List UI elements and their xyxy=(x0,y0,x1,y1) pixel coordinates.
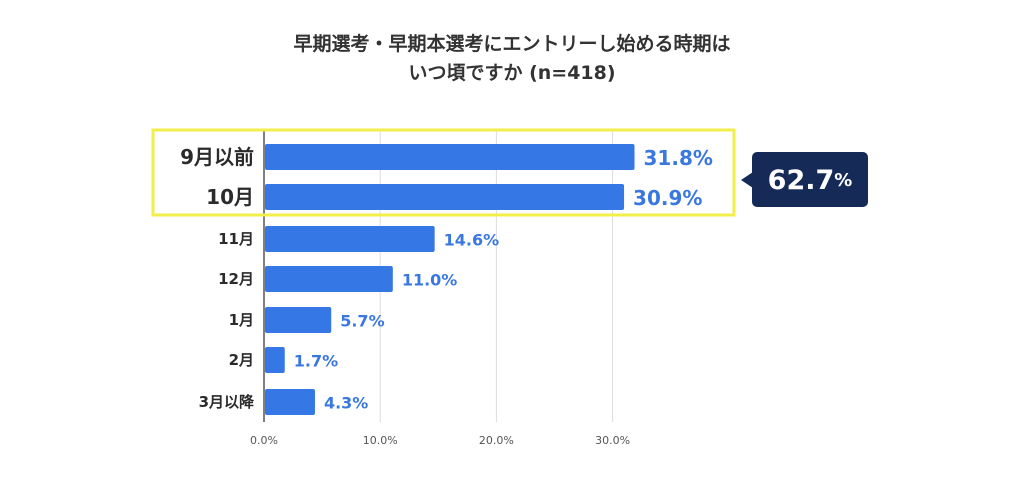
category-label: 1月 xyxy=(229,311,254,329)
highlight-box xyxy=(151,128,736,217)
bar xyxy=(265,307,332,333)
x-tick-label: 0.0% xyxy=(250,434,278,447)
callout-total: 62.7% xyxy=(768,165,853,196)
x-tick-label: 20.0% xyxy=(479,434,514,447)
category-label: 3月以降 xyxy=(199,393,255,411)
bar xyxy=(265,347,285,373)
value-label: 1.7% xyxy=(294,352,338,371)
x-tick-label: 10.0% xyxy=(363,434,398,447)
value-label: 14.6% xyxy=(444,231,500,250)
value-label: 31.8% xyxy=(644,146,713,170)
category-label: 2月 xyxy=(229,351,254,369)
category-label: 11月 xyxy=(218,230,254,248)
bar xyxy=(265,184,625,210)
category-label: 12月 xyxy=(218,270,254,288)
value-label: 4.3% xyxy=(324,394,368,413)
bars xyxy=(265,144,635,415)
x-tick-label: 30.0% xyxy=(595,434,630,447)
callout-pointer xyxy=(741,172,753,188)
callout-total-value: 62.7 xyxy=(768,165,835,196)
value-label: 5.7% xyxy=(340,312,384,331)
chart-subtitle: いつ頃ですか (n=418) xyxy=(408,62,615,84)
category-label: 9月以前 xyxy=(180,145,254,169)
bar xyxy=(265,389,315,415)
value-label: 11.0% xyxy=(402,271,458,290)
category-label: 10月 xyxy=(206,185,254,209)
highlight-group: 62.7% xyxy=(151,128,868,217)
labels: 9月以前 31.8% 10月 30.9% 11月 14.6% 12月 11.0% 1月 5.7% 2… xyxy=(180,145,713,413)
chart-title: 早期選考・早期本選考にエントリーし始める時期は xyxy=(293,32,730,55)
value-label: 30.9% xyxy=(633,186,702,210)
bar xyxy=(265,266,393,292)
callout-box xyxy=(752,152,868,207)
bar xyxy=(265,226,435,252)
bar xyxy=(265,144,635,170)
callout-total-unit: % xyxy=(834,170,852,191)
